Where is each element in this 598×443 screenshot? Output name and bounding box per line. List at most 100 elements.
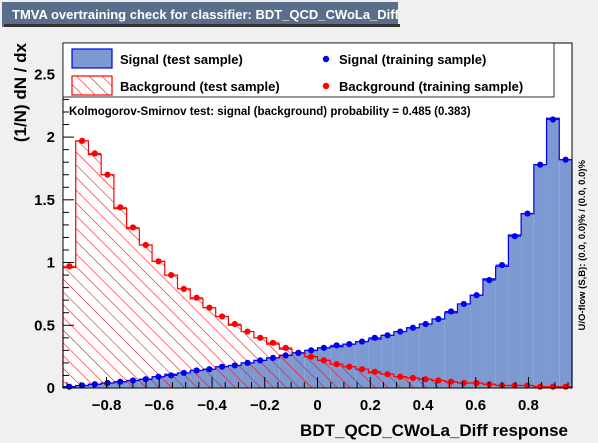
signal-training-point xyxy=(435,315,442,323)
signal-training-point xyxy=(193,367,200,374)
background-test-bin xyxy=(444,381,458,388)
background-test-bin xyxy=(113,208,127,388)
background-training-point xyxy=(142,241,149,249)
signal-test-bin xyxy=(406,327,420,388)
signal-training-point xyxy=(448,308,455,315)
signal-test-bin xyxy=(393,331,407,388)
axis-layer: −0.8 −0.6 −0.4 −0.2 0 0.2 0.4 0.6 0.8 0 0.5 1 1.5 2 2.… xyxy=(34,48,569,414)
signal-test-bin xyxy=(482,278,496,388)
legend-marker-signal-training xyxy=(322,55,330,63)
legend-swatch-background-test xyxy=(71,75,113,96)
background-training-point xyxy=(282,344,289,351)
legend-label-signal-training: Signal (training sample) xyxy=(339,52,486,67)
signal-training-point xyxy=(473,292,480,299)
signal-test-bin xyxy=(457,303,471,388)
signal-test-bin xyxy=(470,295,483,388)
title-box: TMVA overtraining check for classifier: … xyxy=(2,2,400,27)
signal-training-point xyxy=(486,277,493,284)
signal-training-point xyxy=(562,156,569,163)
background-training-point xyxy=(320,357,327,364)
background-training-point xyxy=(129,224,137,231)
signal-training-point xyxy=(384,332,391,339)
legend-box xyxy=(62,42,555,98)
signal-training-point xyxy=(524,210,531,217)
y-tick-label: 0.5 xyxy=(34,317,55,334)
histogram-layer xyxy=(62,117,573,388)
signal-training-point xyxy=(206,366,213,373)
x-tick-label: 0.6 xyxy=(465,397,486,414)
signal-training-point xyxy=(231,362,238,369)
background-training-point xyxy=(78,137,86,144)
background-test-bin xyxy=(228,325,242,388)
background-training-point xyxy=(524,382,531,389)
window-title: TMVA overtraining check for classifier: … xyxy=(12,7,400,22)
background-training-point xyxy=(206,304,213,311)
signal-training-point xyxy=(422,320,429,328)
background-training-point xyxy=(435,377,442,384)
legend-label-signal-test: Signal (test sample) xyxy=(120,52,243,67)
background-training-point xyxy=(269,339,277,346)
background-training-point xyxy=(422,376,429,383)
background-training-point xyxy=(104,171,111,178)
x-tick-label: 0.8 xyxy=(518,397,539,414)
signal-training-point xyxy=(358,338,366,345)
x-tick-label: 0 xyxy=(313,397,321,414)
marker-layer xyxy=(63,116,572,390)
legend-swatch-signal-test xyxy=(71,48,113,69)
x-tick-label: −0.6 xyxy=(144,397,174,414)
background-test-bin xyxy=(292,352,305,388)
signal-test-bin xyxy=(495,266,509,388)
background-test-bin xyxy=(75,140,89,388)
x-tick-label: −0.8 xyxy=(92,397,122,414)
y-tick-label: 2.5 xyxy=(34,66,55,83)
background-training-point xyxy=(155,258,162,265)
background-test-bin xyxy=(88,154,102,388)
y-axis-title: (1/N) dN / dx xyxy=(11,42,30,142)
signal-training-point xyxy=(91,381,98,388)
side-label: U/O-flow (S,B): (0.0, 0.0)% / (0.0, 0.0)… xyxy=(577,159,588,330)
signal-training-point xyxy=(244,359,251,367)
background-test-bin xyxy=(139,244,153,388)
background-training-point xyxy=(409,374,417,382)
signal-test-bin xyxy=(559,159,572,388)
background-test-bin xyxy=(368,372,382,388)
background-test-bin xyxy=(330,364,343,388)
signal-training-point xyxy=(180,369,187,377)
signal-test-bin xyxy=(444,312,458,388)
x-tick-label: −0.4 xyxy=(197,397,227,414)
background-training-point xyxy=(168,271,175,279)
background-training-point xyxy=(244,328,251,335)
y-tick-label: 1 xyxy=(47,255,55,272)
signal-training-point xyxy=(333,342,340,349)
x-axis-title: BDT_QCD_CWoLa_Diff response xyxy=(300,421,568,440)
signal-training-point xyxy=(282,352,289,359)
background-training-point xyxy=(308,353,315,360)
signal-training-point xyxy=(129,377,137,384)
signal-test-bin xyxy=(546,118,560,388)
background-test-bin xyxy=(381,374,394,388)
signal-training-point xyxy=(409,324,417,331)
signal-training-point xyxy=(308,347,315,354)
background-test-bin xyxy=(419,379,433,388)
background-test-bin xyxy=(190,298,203,388)
signal-training-point xyxy=(371,334,378,341)
legend-marker-background-training xyxy=(322,82,330,90)
signal-training-point xyxy=(117,378,124,385)
background-training-point xyxy=(257,334,264,341)
background-test-bin xyxy=(279,349,293,388)
background-test-bin xyxy=(355,369,369,388)
signal-training-point xyxy=(168,372,175,379)
background-training-point xyxy=(333,361,340,368)
background-training-point xyxy=(193,294,200,301)
signal-test-bin xyxy=(419,324,433,388)
signal-training-point xyxy=(269,354,277,361)
legend-label-background-training: Background (training sample) xyxy=(339,79,523,94)
background-training-point xyxy=(231,320,238,328)
background-test-bin xyxy=(342,366,356,388)
background-training-point xyxy=(218,313,226,320)
background-test-bin xyxy=(164,275,178,388)
signal-training-point xyxy=(498,261,506,269)
background-test-bin xyxy=(126,228,140,388)
